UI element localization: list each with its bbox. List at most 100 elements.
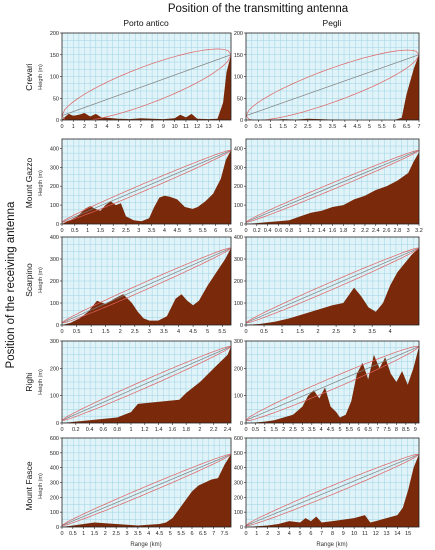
y-tick-label: 100 <box>50 75 59 81</box>
terrain-profile <box>246 248 419 325</box>
x-tick-label: 5 <box>368 124 371 130</box>
panel-righi-porto-antico: 0 100 200 300 0 0.2 0.4 0.6 0.8 1 1.2 1.4 1.6 1.8 2 2.2… <box>50 339 232 433</box>
y-tick-label: 200 <box>50 495 59 501</box>
x-tick-label: 3 <box>353 329 356 335</box>
y-tick-label: 400 <box>234 146 243 152</box>
x-tick-label: 12 <box>373 531 379 537</box>
x-tick-label: 2.5 <box>131 329 139 335</box>
y-tick-label: 200 <box>50 31 59 37</box>
y-tick-label: 0 <box>56 118 59 124</box>
x-tick-label: 6 <box>128 124 131 130</box>
x-tick-label: 0.5 <box>73 329 81 335</box>
y-tick-label: 300 <box>234 165 243 171</box>
x-tick-label: 1 <box>299 228 302 234</box>
x-tick-label: 2 <box>317 329 320 335</box>
x-tick-label: 1.5 <box>296 329 304 335</box>
x-tick-label: 4.5 <box>353 124 361 130</box>
x-tick-label: 3 <box>277 531 280 537</box>
fresnel-lower <box>62 247 231 324</box>
x-tick-label: 0.2 <box>72 427 80 433</box>
x-tick-label: 4.5 <box>327 427 335 433</box>
x-tick-label: 0 <box>244 228 247 234</box>
x-tick-label: 6.5 <box>403 124 411 130</box>
figure-title-left: Position of the receiving antenna <box>5 201 17 368</box>
x-tick-label: 6.5 <box>225 228 233 234</box>
x-tick-label: 4 <box>288 531 291 537</box>
fresnel-upper <box>62 149 231 223</box>
y-tick-label: 150 <box>234 53 243 59</box>
x-tick-label: 3.5 <box>160 329 168 335</box>
x-tick-label: 2.8 <box>394 228 402 234</box>
x-tick-label: 6 <box>190 531 193 537</box>
x-tick-label: 1.5 <box>270 427 278 433</box>
x-tick-label: 13 <box>205 124 211 130</box>
x-tick-label: 2.4 <box>372 228 380 234</box>
y-tick-label: 400 <box>50 146 59 152</box>
x-tick-label: 11 <box>183 124 189 130</box>
y-tick-label: 150 <box>50 53 59 59</box>
y-tick-label: 400 <box>50 466 59 472</box>
xlabel-pegli: Range (km) <box>316 542 347 548</box>
x-tick-label: 2 <box>266 531 269 537</box>
y-tick-label: 200 <box>50 279 59 285</box>
fresnel-lower <box>246 150 419 223</box>
line-of-sight <box>62 247 231 324</box>
terrain-profile <box>246 346 419 423</box>
y-tick-label: 200 <box>234 366 243 372</box>
x-tick-label: 3.2 <box>415 228 423 234</box>
x-tick-label: 0 <box>60 124 63 130</box>
grid <box>246 438 419 527</box>
y-tick-label: 200 <box>234 495 243 501</box>
x-tick-label: 7 <box>376 427 379 433</box>
x-tick-label: 4.5 <box>189 329 197 335</box>
x-tick-label: 2.2 <box>210 427 218 433</box>
x-tick-label: 1.2 <box>307 228 315 234</box>
y-tick-label: 100 <box>234 75 243 81</box>
fresnel-upper <box>246 49 419 116</box>
fresnel-lower <box>246 247 419 324</box>
x-tick-label: 4 <box>320 427 323 433</box>
line-of-sight <box>62 346 231 421</box>
x-tick-label: 2.2 <box>361 228 369 234</box>
fresnel-upper <box>246 247 419 324</box>
line-of-sight <box>246 453 419 526</box>
x-tick-label: 0 <box>60 531 63 537</box>
x-tick-label: 7 <box>139 124 142 130</box>
x-tick-label: 1 <box>82 531 85 537</box>
y-tick-label: 300 <box>50 481 59 487</box>
x-tick-label: 14 <box>217 124 223 130</box>
x-tick-label: 5.5 <box>218 329 226 335</box>
plot-frame <box>245 340 420 424</box>
terrain-profile <box>62 150 231 224</box>
x-tick-label: 10 <box>351 531 357 537</box>
line-of-sight <box>62 150 231 223</box>
row-label-mount-fasce: Mount Fasce <box>24 461 34 510</box>
x-tick-label: 1 <box>255 531 258 537</box>
column-title-porto-antico: Porto antico <box>123 18 169 28</box>
terrain-profile <box>62 454 231 527</box>
x-tick-label: 0 <box>244 427 247 433</box>
xlabel-porto-antico: Range (km) <box>130 542 161 548</box>
x-tick-label: 3 <box>407 228 410 234</box>
x-tick-label: 3 <box>148 329 151 335</box>
y-tick-label: 0 <box>240 222 243 228</box>
x-tick-label: 2 <box>198 427 201 433</box>
panel-mount-gazzo-pegli: 0 100 200 300 400 0 0.2 0.4 0.6 0.8 1 1.2 1.4 1.6 1.8 2… <box>234 138 423 234</box>
x-tick-label: 5.5 <box>177 531 185 537</box>
row-label-crevari: Crevari <box>24 63 34 91</box>
x-tick-label: 6.5 <box>364 427 372 433</box>
y-tick-label: 100 <box>234 394 243 400</box>
x-tick-label: 9 <box>162 124 165 130</box>
x-tick-label: 2 <box>353 228 356 234</box>
y-tick-label: 400 <box>50 235 59 241</box>
x-tick-label: 1 <box>263 427 266 433</box>
x-tick-label: 7 <box>212 531 215 537</box>
y-tick-label: 300 <box>234 481 243 487</box>
fresnel-lower <box>246 346 419 421</box>
x-tick-label: 1.5 <box>279 124 287 130</box>
panel-mount-fasce-porto-antico: 0 100 200 300 400 500 600 0 0.5 1 1.5 2 2.5 3 3.5 4 4.5 5… <box>50 436 232 537</box>
terrain-profile <box>62 248 231 325</box>
y-tick-label: 100 <box>50 510 59 516</box>
x-tick-label: 1 <box>129 427 132 433</box>
